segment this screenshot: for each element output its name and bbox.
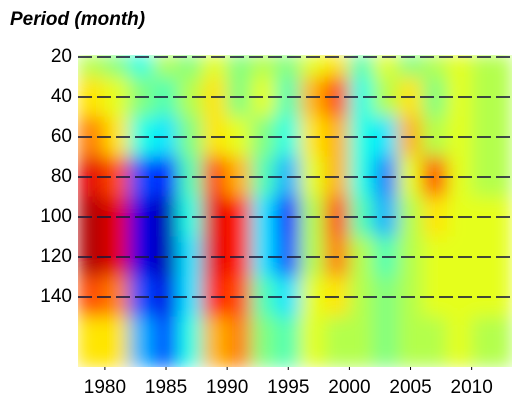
heat-cell [275, 316, 302, 367]
heat-cell [275, 55, 302, 78]
heat-cell [348, 55, 375, 78]
heat-cell [471, 55, 512, 78]
heat-cell [153, 316, 179, 367]
heat-cell [397, 55, 424, 78]
heat-cell [397, 316, 424, 367]
heat-cell [177, 55, 204, 78]
heat-cell [226, 55, 253, 78]
chart-title: Period (month) [10, 9, 145, 30]
heat-cell [251, 316, 277, 367]
heat-cell [300, 316, 326, 367]
heat-cell [226, 316, 253, 367]
heat-cell [202, 316, 228, 367]
heat-cell [373, 316, 399, 367]
heat-cell [446, 316, 473, 367]
x-tick-label: 1990 [206, 377, 248, 398]
y-tick-label: 40 [51, 86, 72, 107]
x-tick-label: 2005 [389, 377, 431, 398]
heat-cell [300, 55, 326, 78]
x-tick-label: 1985 [145, 377, 187, 398]
x-tick-label: 2000 [328, 377, 370, 398]
heat-cell [446, 55, 473, 78]
x-tick-label: 1980 [84, 377, 126, 398]
heat-cell [324, 316, 350, 367]
heat-cell [177, 316, 204, 367]
heat-cell [422, 55, 448, 78]
heat-cell [128, 316, 155, 367]
x-tick-label: 2010 [451, 377, 493, 398]
heat-cell [348, 316, 375, 367]
heat-cell [78, 316, 106, 367]
x-tick-label: 1995 [267, 377, 309, 398]
y-tick-label: 80 [51, 166, 72, 187]
heat-cell [251, 55, 277, 78]
axes: 20 40 60 80 100 120 140 1980 1985 1990 1995 2000 200… [40, 46, 512, 398]
heat-cell [422, 316, 448, 367]
heat-cell [324, 55, 350, 78]
y-tick-label: 20 [51, 46, 72, 67]
heatmap-cells [78, 55, 512, 367]
y-tick-label: 120 [40, 246, 72, 267]
heat-cell [104, 55, 130, 78]
y-tick-label: 140 [40, 286, 72, 307]
heat-cell [471, 316, 512, 367]
heat-cell [153, 55, 179, 78]
y-tick-label: 60 [51, 126, 72, 147]
heat-cell [202, 55, 228, 78]
y-tick-label: 100 [40, 206, 72, 227]
heatmap [78, 55, 512, 367]
heat-cell [128, 55, 155, 78]
heat-cell [373, 55, 399, 78]
heat-cell [104, 316, 130, 367]
heat-cell [78, 55, 106, 78]
